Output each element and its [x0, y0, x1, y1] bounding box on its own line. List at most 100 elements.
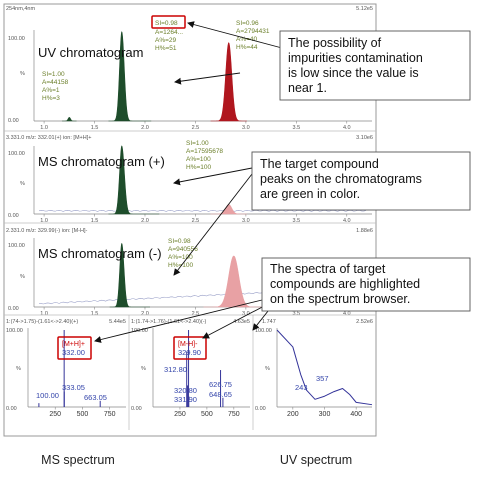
rt-tick-label: 3.0: [242, 218, 250, 224]
callout-si-line-3: is low since the value is: [288, 66, 419, 80]
rt-tick-label: 2.0: [141, 218, 149, 224]
callout-spectra-box: [261, 257, 471, 312]
spec3-trace: 243 357: [276, 329, 373, 406]
nm-tick-label: 400: [350, 411, 362, 418]
ms-neg-height-pct: H%=100: [168, 262, 193, 269]
uv-ytick-mid: %: [20, 71, 25, 77]
spec3-ytick-bottom: 0.00: [255, 406, 266, 412]
uv-green-area-pct: A%=1: [42, 87, 60, 94]
rt-tick-label: 1.0: [40, 125, 48, 131]
spec3-nm-ticks: 200 300 400: [287, 407, 362, 418]
ms-neg-si: SI=0.98: [168, 238, 191, 245]
spec1-ytick-bottom: 0.00: [6, 406, 17, 412]
uv-rt-ticks: 1.0 1.5 2.0 2.5 3.0 3.5 4.0: [40, 121, 351, 131]
nm-tick-label: 200: [287, 411, 299, 418]
rt-tick-label: 2.0: [141, 311, 149, 317]
spec1-target-highlight: [57, 336, 92, 360]
rt-tick-label: 1.0: [40, 311, 48, 317]
spec2-peak-label: 320.80: [174, 386, 197, 395]
callout-si-box: [279, 30, 471, 101]
uv-target-area: A=1264...: [155, 29, 183, 36]
uv-target-si: SI=0.98: [155, 20, 178, 27]
callout-si-line-1: The possibility of: [288, 36, 382, 50]
callout-green-peaks: The target compound peaks on the chromat…: [251, 151, 471, 211]
ms-pos-area-pct: A%=100: [186, 156, 211, 163]
spec2-ytick-top: 100.00: [131, 328, 148, 334]
spec2-mz-ticks: 250 500 750: [174, 407, 240, 418]
callout-spectra-line-3: on the spectrum browser.: [270, 292, 410, 306]
uv-red-area: A=2794431: [236, 28, 270, 35]
uv-green-height-pct: H%=3: [42, 95, 60, 102]
rt-tick-label: 2.5: [192, 125, 200, 131]
spec2-scale: 4.63e5: [233, 319, 250, 325]
uv-green-info: SI=1.00 A=44158 A%=1 H%=3: [42, 71, 69, 102]
arrow-to-si-value: [187, 21, 283, 49]
uv-panel: 254nm,4nm 5.12e5 100.00 % 0.00 1.0 1.5 2.0…: [6, 6, 373, 131]
ms-pos-rt-ticks: 1.0 1.5 2.0 2.5 3.0 3.5 4.0: [40, 214, 351, 224]
ms-neg-info: SI=0.98 A=940556 A%=100 H%=100: [168, 238, 198, 269]
spec2-target-peak-label: 329.90: [178, 348, 201, 357]
ms-pos-info: SI=1.00 A=17595678 A%=100 H%=100: [186, 140, 223, 171]
spec1-scale: 5.44e5: [109, 319, 126, 325]
callout-si-line-2: impurities contamination: [288, 51, 423, 65]
uv-spectrum: 1.747 2.52e6 100.00 % 0.00 200 300 400 243…: [252, 315, 373, 430]
rt-tick-label: 1.0: [40, 218, 48, 224]
callout-green-peaks-line-3: are green in color.: [260, 187, 360, 201]
mz-tick-label: 500: [77, 411, 89, 418]
spec1-target-peak-label: 332.00: [62, 348, 85, 357]
spec2-peak-label: 648.65: [209, 390, 232, 399]
ms-pos-ytick-bottom: 0.00: [8, 213, 19, 219]
rt-tick-label: 4.0: [343, 311, 351, 317]
ms-pos-height-pct: H%=100: [186, 164, 211, 171]
uv-impurity-peak: [210, 42, 247, 122]
arrow-to-ms-neg-target-peak: [173, 173, 253, 276]
mz-tick-label: 250: [49, 411, 61, 418]
ms-neg-impurity-peak: [203, 255, 265, 308]
ms-neg-spectrum: 1:(1.74->1.76)-(1.61<->2.40)(-) 4.63e5 1…: [128, 315, 250, 430]
uv-ytick-top: 100.00: [8, 36, 25, 42]
spec3-scale: 2.52e6: [356, 319, 373, 325]
spec2-peak-label: 331.90: [174, 395, 197, 404]
rt-tick-label: 3.0: [242, 311, 250, 317]
ms-neg-area: A=940556: [168, 246, 198, 253]
callout-green-peaks-line-1: The target compound: [260, 157, 379, 171]
uv-spectrum-peak-label: 243: [295, 383, 308, 392]
mz-tick-label: 750: [104, 411, 116, 418]
uv-target-peak: [108, 31, 152, 122]
uv-red-height-pct: H%=44: [236, 44, 258, 51]
ms-pos-spectrum: 1:(74->1.75)-(1.61<->2.40)(+) 5.44e5 100…: [6, 319, 126, 418]
callout-spectra: The spectra of target compounds are high…: [261, 257, 471, 312]
spec2-peak-label: 312.80: [164, 365, 187, 374]
uv-ytick-bottom: 0.00: [8, 118, 19, 124]
spec1-ytick-top: 100.00: [6, 328, 23, 334]
ms-pos-area: A=17595678: [186, 148, 223, 155]
spec2-adduct-label: [M-H]-: [178, 341, 198, 348]
rt-tick-label: 3.0: [242, 125, 250, 131]
ms-neg-target-peak: [109, 242, 151, 308]
uv-target-info: SI=0.98 A=1264... A%=29 H%=51: [151, 15, 186, 52]
si-highlight-box: [151, 15, 186, 29]
ms-neg-header: 2.331.0 m/z: 329.99(-) ion: [M-H]-: [6, 228, 87, 234]
callout-arrows: [94, 21, 283, 343]
spec2-target-highlight: [173, 336, 207, 360]
ms-pos-si: SI=1.00: [186, 140, 209, 147]
spec2-ytick-mid: %: [141, 366, 146, 372]
rt-tick-label: 1.5: [91, 218, 99, 224]
spectrum-browser: 1:(74->1.75)-(1.61<->2.40)(+) 5.44e5 100…: [4, 314, 376, 430]
uv-scale: 5.12e5: [356, 6, 373, 12]
ms-neg-rt-ticks: 1.0 1.5 2.0 2.5 3.0 3.5 4.0: [40, 307, 351, 317]
rt-tick-label: 2.5: [192, 311, 200, 317]
uv-spectrum-caption: UV spectrum: [280, 453, 352, 467]
ms-neg-chromatogram-label: MS chromatogram (-): [38, 246, 162, 261]
uv-red-area-pct: A%=40: [236, 36, 258, 43]
uv-chromatogram-label: UV chromatogram: [38, 45, 143, 60]
arrow-to-ms-pos-spectrum: [94, 299, 263, 343]
ms-pos-panel: 3.331.0 m/z: 332.01(+) ion: [M+H]+ 3.10e…: [4, 130, 376, 224]
rt-tick-label: 1.5: [91, 125, 99, 131]
ms-pos-scale: 3.10e6: [356, 135, 373, 141]
callout-spectra-line-1: The spectra of target: [270, 262, 386, 276]
rt-tick-label: 4.0: [343, 125, 351, 131]
